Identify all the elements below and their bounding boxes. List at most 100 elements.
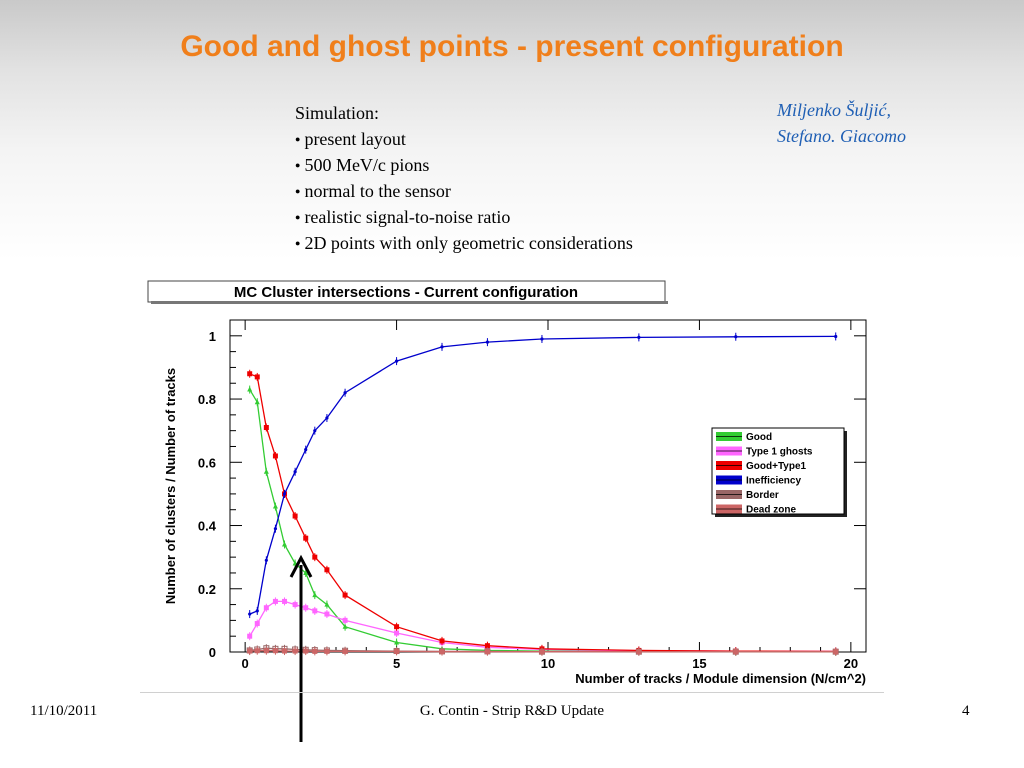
x-tick-label: 20 bbox=[844, 656, 858, 671]
x-tick-label: 10 bbox=[541, 656, 555, 671]
data-point bbox=[325, 416, 329, 420]
legend-label: Dead zone bbox=[746, 505, 796, 516]
legend-label: Inefficiency bbox=[746, 476, 801, 487]
data-point bbox=[254, 399, 260, 405]
data-point bbox=[312, 608, 318, 614]
data-point bbox=[254, 374, 260, 380]
data-point bbox=[312, 592, 318, 598]
legend-label: Good+Type1 bbox=[746, 461, 807, 472]
data-point bbox=[485, 340, 490, 344]
x-tick-label: 0 bbox=[242, 656, 249, 671]
data-point bbox=[292, 513, 298, 519]
data-point bbox=[247, 648, 253, 654]
data-point bbox=[254, 648, 260, 654]
authors: Miljenko Šuljić, Stefano. Giacomo bbox=[777, 97, 906, 149]
data-point bbox=[263, 425, 269, 431]
data-point bbox=[313, 429, 317, 433]
annotation-arrow-head bbox=[289, 554, 313, 578]
data-point bbox=[324, 567, 330, 573]
data-point bbox=[263, 605, 269, 611]
data-point bbox=[282, 492, 287, 496]
data-point bbox=[342, 617, 348, 623]
data-point bbox=[324, 611, 330, 617]
data-point bbox=[394, 624, 400, 630]
simulation-heading: Simulation: bbox=[295, 103, 380, 123]
x-tick-label: 5 bbox=[393, 656, 400, 671]
data-point bbox=[272, 598, 278, 604]
data-point bbox=[282, 648, 288, 654]
data-point bbox=[394, 648, 400, 654]
data-point bbox=[263, 648, 269, 654]
legend-label: Good bbox=[746, 432, 772, 443]
legend: Good Type 1 ghosts Good+Type1 Inefficiency B… bbox=[711, 427, 847, 517]
page-number: 4 bbox=[962, 703, 970, 719]
data-point bbox=[343, 391, 347, 395]
y-tick-label: 0.6 bbox=[198, 455, 216, 470]
data-point bbox=[833, 649, 839, 655]
chart-svg: MC Cluster intersections - Current confi… bbox=[147, 280, 867, 686]
chart-container: MC Cluster intersections - Current confi… bbox=[138, 278, 884, 692]
data-point bbox=[282, 541, 288, 547]
data-point bbox=[303, 648, 309, 654]
data-point bbox=[303, 535, 309, 541]
y-tick-label: 0.2 bbox=[198, 582, 216, 597]
data-point bbox=[272, 503, 278, 509]
y-tick-label: 0.8 bbox=[198, 392, 216, 407]
data-point bbox=[734, 335, 738, 339]
data-point bbox=[255, 609, 259, 613]
data-point bbox=[247, 371, 253, 377]
data-point bbox=[293, 470, 297, 474]
author-line: Stefano. Giacomo bbox=[777, 126, 906, 146]
author-line: Miljenko Šuljić, bbox=[777, 100, 891, 120]
data-point bbox=[342, 648, 348, 654]
data-point bbox=[342, 623, 348, 629]
data-point bbox=[292, 602, 298, 608]
data-point bbox=[484, 643, 490, 649]
data-point bbox=[304, 448, 308, 452]
legend-box bbox=[711, 427, 845, 515]
simulation-bullet-list: present layout 500 MeV/c pions normal to… bbox=[295, 126, 633, 256]
data-point bbox=[303, 569, 309, 575]
data-point bbox=[312, 554, 318, 560]
data-point bbox=[263, 468, 269, 474]
slide-title: Good and ghost points - present configur… bbox=[180, 30, 844, 63]
data-point bbox=[394, 359, 399, 363]
bullet-item: 500 MeV/c pions bbox=[295, 152, 633, 178]
bullet-item: present layout bbox=[295, 126, 633, 152]
axes: 0 5 10 15 20 0 0.2 0.4 0.6 0.8 1 bbox=[198, 320, 866, 671]
data-point bbox=[394, 630, 400, 636]
data-point bbox=[272, 648, 278, 654]
data-point bbox=[540, 337, 544, 341]
footer-date: 11/10/2011 bbox=[30, 703, 98, 719]
data-point bbox=[324, 601, 330, 607]
footer-rule bbox=[140, 692, 884, 693]
series-layer bbox=[246, 332, 839, 656]
data-point bbox=[312, 648, 318, 654]
data-point bbox=[439, 649, 445, 655]
bullet-item: realistic signal-to-noise ratio bbox=[295, 204, 633, 230]
chart-title: MC Cluster intersections - Current confi… bbox=[234, 284, 578, 301]
data-point bbox=[539, 649, 545, 655]
data-point bbox=[439, 638, 445, 644]
footer-title: G. Contin - Strip R&D Update bbox=[419, 703, 605, 719]
y-tick-label: 0.4 bbox=[198, 519, 217, 534]
data-point bbox=[264, 558, 268, 562]
data-point bbox=[637, 335, 641, 339]
data-point bbox=[484, 649, 490, 655]
y-tick-label: 0 bbox=[209, 645, 216, 660]
data-point bbox=[303, 605, 309, 611]
data-point bbox=[292, 648, 298, 654]
x-tick-label: 15 bbox=[692, 656, 706, 671]
legend-label: Type 1 ghosts bbox=[746, 447, 813, 458]
data-point bbox=[254, 621, 260, 627]
data-point bbox=[247, 386, 253, 392]
data-point bbox=[342, 592, 348, 598]
simulation-notes: Simulation: present layout 500 MeV/c pio… bbox=[295, 100, 633, 256]
bullet-item: normal to the sensor bbox=[295, 178, 633, 204]
x-axis-label: Number of tracks / Module dimension (N/c… bbox=[575, 671, 866, 686]
data-point bbox=[733, 649, 739, 655]
data-point bbox=[282, 598, 288, 604]
data-point bbox=[248, 612, 252, 616]
data-point bbox=[272, 453, 278, 459]
